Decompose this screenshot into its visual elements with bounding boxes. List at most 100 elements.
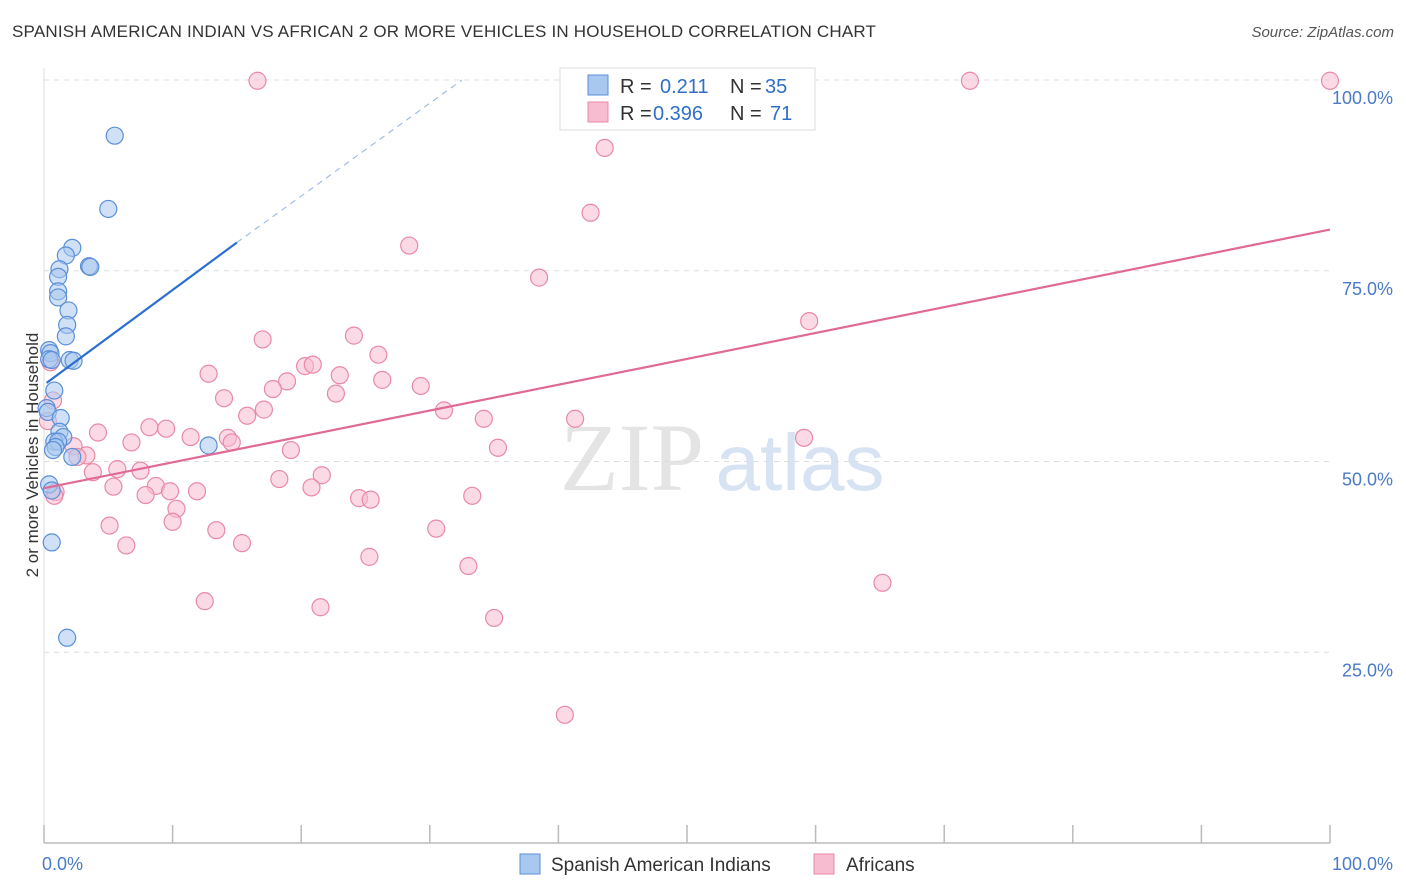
african-point [195, 592, 214, 611]
african-point [254, 400, 274, 419]
source-credit: Source: ZipAtlas.com [1251, 24, 1394, 41]
african-point [1320, 71, 1340, 90]
african-point [488, 438, 508, 457]
african-point [566, 409, 585, 428]
african-point [434, 401, 454, 420]
y-tick-label: 100.0% [1332, 88, 1393, 108]
african-point [160, 482, 180, 501]
series-legend: Spanish American Indians Africans [519, 853, 915, 876]
legend-r-value-1: 0.211 [660, 76, 709, 98]
series-legend-label-pink: Africans [846, 855, 915, 876]
african-point [312, 466, 331, 485]
african-point [459, 556, 478, 576]
spanish-american-indians-points [37, 126, 218, 647]
african-point [232, 534, 252, 553]
african-point [199, 364, 218, 383]
spanish-american-indian-point [42, 533, 61, 552]
african-point [214, 389, 234, 408]
african-point [485, 608, 504, 628]
african-point [88, 423, 108, 442]
african-point [555, 705, 574, 724]
blue-trend-line [45, 241, 238, 384]
african-point [157, 419, 176, 438]
african-point [117, 536, 136, 555]
african-point [163, 512, 182, 531]
african-point [100, 516, 119, 535]
african-point [122, 433, 141, 452]
trend-lines [43, 79, 1331, 490]
series-legend-swatch-blue [519, 853, 541, 875]
x-tick-label: 100.0% [1332, 854, 1393, 874]
y-tick-label: 50.0% [1342, 470, 1393, 490]
stats-legend: R = 0.211 N = 35 R = 0.396 N = 71 [559, 67, 816, 131]
african-point [369, 345, 388, 364]
african-point [330, 366, 349, 385]
spanish-american-indian-point [56, 327, 75, 346]
african-point [281, 440, 301, 460]
blue-trend-extension [236, 79, 463, 244]
african-point [302, 478, 321, 497]
x-tick-label: 0.0% [42, 854, 83, 874]
african-point [326, 384, 346, 403]
african-point [303, 355, 322, 374]
african-point [181, 427, 200, 447]
african-point [411, 376, 430, 396]
spanish-american-indian-point [199, 436, 218, 455]
series-legend-swatch-pink [813, 853, 835, 875]
spanish-american-indian-point [99, 199, 118, 219]
african-point [263, 379, 283, 399]
african-point [581, 203, 600, 222]
african-point [794, 428, 814, 447]
african-point [253, 330, 272, 349]
series-legend-label-blue: Spanish American Indians [551, 855, 771, 876]
africans-points [38, 71, 1340, 724]
african-point [360, 547, 379, 566]
legend-n-label-2: N = [730, 103, 762, 125]
spanish-american-indian-point [58, 628, 77, 647]
african-point [530, 268, 549, 287]
chart-title: SPANISH AMERICAN INDIAN VS AFRICAN 2 OR … [12, 22, 877, 41]
spanish-american-indian-point [105, 126, 124, 145]
african-point [238, 406, 257, 425]
spanish-american-indian-point [63, 447, 82, 467]
legend-n-value-2: 71 [770, 103, 792, 125]
legend-swatch-pink [587, 101, 609, 123]
african-point [427, 519, 446, 538]
spanish-american-indian-point [81, 257, 100, 277]
grid-lines [44, 79, 1330, 653]
african-point [277, 372, 297, 391]
african-point [207, 521, 226, 540]
african-point [595, 138, 614, 158]
african-point [474, 409, 493, 428]
african-point [344, 326, 364, 345]
african-point [311, 598, 330, 617]
spanish-american-indian-point [43, 440, 63, 460]
legend-r-value-2: 0.396 [653, 103, 703, 125]
legend-n-label-1: N = [730, 76, 762, 98]
legend-n-value-1: 35 [765, 76, 787, 98]
african-point [136, 485, 155, 505]
african-point [270, 469, 289, 489]
african-point [400, 236, 419, 255]
african-point [104, 477, 123, 496]
y-tick-label: 25.0% [1342, 660, 1393, 680]
legend-swatch-blue [587, 74, 609, 96]
african-point [140, 418, 159, 437]
spanish-american-indian-point [49, 288, 68, 307]
african-point [361, 490, 380, 509]
african-point [463, 486, 482, 505]
y-tick-label: 75.0% [1342, 279, 1393, 299]
legend-r-label-1: R = [620, 76, 652, 98]
african-point [373, 370, 392, 389]
african-point [873, 573, 892, 592]
spanish-american-indian-point [42, 350, 61, 370]
y-ticks: 25.0% 50.0% 75.0% 100.0% [1332, 88, 1393, 680]
african-point [800, 312, 819, 331]
x-ticks: 0.0% 100.0% [42, 825, 1393, 874]
african-point [187, 482, 207, 501]
legend-r-label-2: R = [620, 103, 652, 125]
y-axis-label: 2 or more Vehicles in Household [23, 333, 42, 578]
african-point [248, 71, 267, 90]
watermark-zip: ZIP [560, 404, 704, 511]
